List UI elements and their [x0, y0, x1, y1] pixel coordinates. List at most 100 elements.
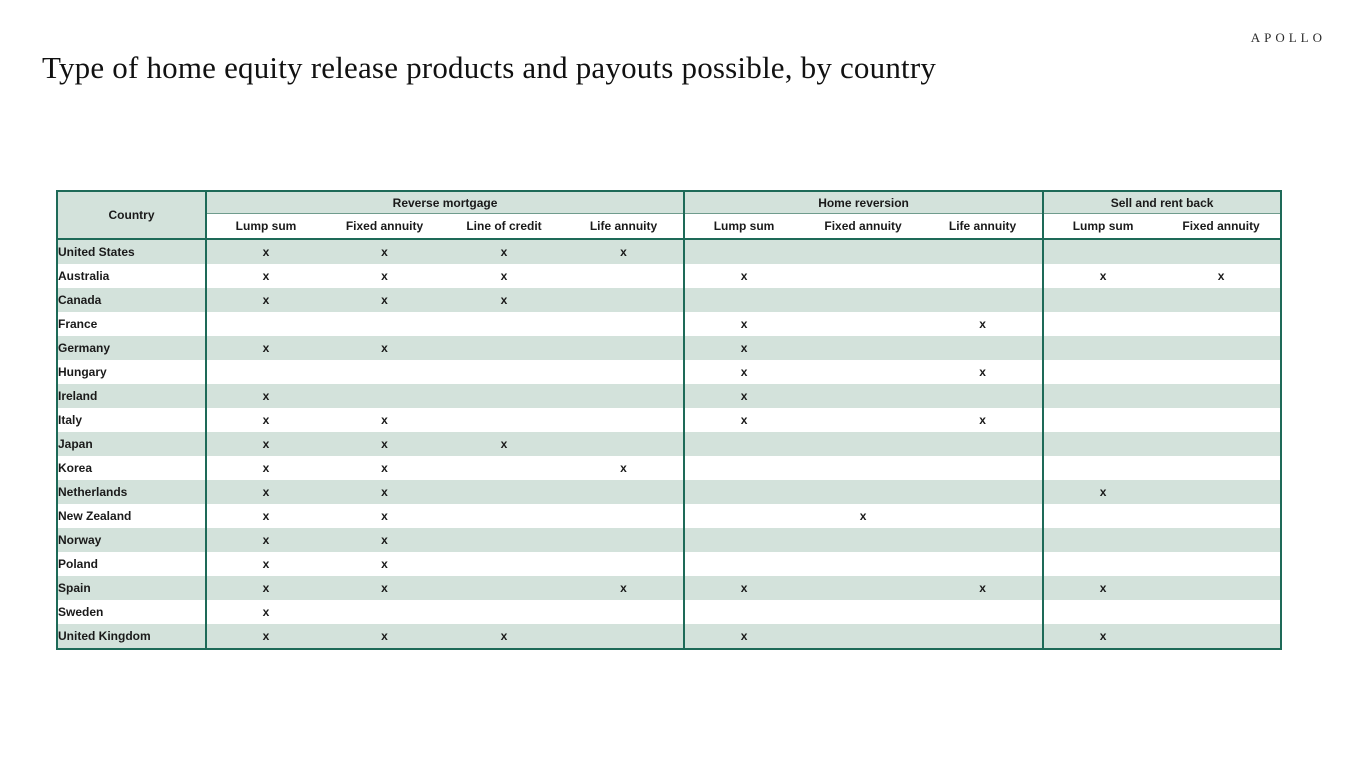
mark-cell: x: [205, 384, 325, 408]
group-header-sell-and-rent-back: Sell and rent back: [1042, 191, 1282, 214]
country-cell: Sweden: [58, 605, 104, 619]
mark-cell: x: [1042, 480, 1163, 504]
empty-cell: [325, 312, 444, 336]
table-row: Canada x x x: [57, 288, 1282, 312]
mark-cell: x: [683, 624, 804, 649]
empty-cell: [325, 384, 444, 408]
mark-cell: x: [381, 557, 388, 571]
country-cell: United Kingdom: [58, 629, 151, 643]
country-cell: Canada: [58, 293, 102, 307]
mark-cell: x: [205, 504, 325, 528]
empty-cell: [1162, 504, 1281, 528]
table-row: Australia x x x x x x: [57, 264, 1282, 288]
mark-cell: x: [205, 576, 325, 600]
empty-cell: [1042, 384, 1163, 408]
mark-cell: x: [381, 413, 388, 427]
empty-cell: [564, 336, 684, 360]
empty-cell: [923, 456, 1043, 480]
empty-cell: [444, 408, 564, 432]
table-row: New Zealand x x x: [57, 504, 1282, 528]
sub-header-hr-life-annuity: Life annuity: [923, 213, 1044, 240]
page-title: Type of home equity release products and…: [42, 50, 937, 85]
mark-cell: x: [381, 629, 388, 643]
country-cell: Germany: [58, 341, 111, 355]
empty-cell: [803, 264, 923, 288]
empty-cell: [1042, 432, 1163, 456]
table-row: Ireland x x: [57, 384, 1282, 408]
empty-cell: [803, 480, 923, 504]
mark-cell: x: [1042, 624, 1163, 649]
mark-cell: x: [500, 293, 508, 307]
mark-cell: x: [683, 336, 804, 360]
empty-cell: [1162, 456, 1281, 480]
empty-cell: [1042, 456, 1163, 480]
mark-cell: x: [205, 408, 325, 432]
table-row: France x x: [57, 312, 1282, 336]
empty-cell: [444, 360, 564, 384]
empty-cell: [803, 360, 923, 384]
table-body: United States x x x x Australia x x x x x x Canada x x…: [57, 239, 1282, 649]
mark-cell: x: [205, 600, 325, 624]
empty-cell: [564, 552, 684, 576]
sub-header-rm-life-annuity: Life annuity: [564, 213, 685, 240]
empty-cell: [564, 384, 684, 408]
mark-cell: x: [979, 413, 986, 427]
country-cell: Norway: [58, 533, 102, 547]
country-cell: Australia: [58, 269, 110, 283]
empty-cell: [1042, 288, 1163, 312]
mark-cell: x: [381, 293, 388, 307]
empty-cell: [803, 239, 923, 264]
empty-cell: [683, 480, 804, 504]
table-row: Italy x x x x: [57, 408, 1282, 432]
group-header-reverse-mortgage: Reverse mortgage: [204, 191, 685, 214]
empty-cell: [683, 504, 804, 528]
country-cell: Poland: [58, 557, 99, 571]
empty-cell: [803, 408, 923, 432]
mark-cell: x: [205, 456, 325, 480]
country-cell: Netherlands: [58, 485, 128, 499]
mark-cell: x: [683, 264, 804, 288]
mark-cell: x: [205, 480, 325, 504]
table-row: Korea x x x: [57, 456, 1282, 480]
mark-cell: x: [500, 437, 508, 451]
empty-cell: [444, 480, 564, 504]
empty-cell: [803, 624, 923, 649]
mark-cell: x: [500, 629, 508, 643]
mark-cell: x: [979, 317, 986, 331]
empty-cell: [1042, 600, 1163, 624]
empty-cell: [444, 552, 564, 576]
empty-cell: [803, 288, 923, 312]
empty-cell: [923, 600, 1043, 624]
sub-header-row: Lump sum Fixed annuity Line of credit Li…: [57, 213, 1282, 240]
mark-cell: x: [979, 365, 986, 379]
empty-cell: [564, 480, 684, 504]
empty-cell: [564, 288, 684, 312]
country-cell: Spain: [58, 581, 91, 595]
empty-cell: [803, 528, 923, 552]
table-row: Hungary x x: [57, 360, 1282, 384]
empty-cell: [923, 552, 1043, 576]
empty-cell: [564, 264, 684, 288]
empty-cell: [564, 360, 684, 384]
empty-cell: [683, 456, 804, 480]
empty-cell: [1162, 239, 1281, 264]
mark-cell: x: [500, 269, 508, 283]
empty-cell: [564, 528, 684, 552]
mark-cell: x: [381, 269, 388, 283]
empty-cell: [803, 312, 923, 336]
mark-cell: x: [620, 581, 627, 595]
empty-cell: [444, 384, 564, 408]
table-row: Germany x x x: [57, 336, 1282, 360]
mark-cell: x: [381, 461, 388, 475]
mark-cell: x: [683, 576, 804, 600]
country-cell: New Zealand: [58, 509, 132, 523]
empty-cell: [803, 336, 923, 360]
country-cell: France: [58, 317, 98, 331]
empty-cell: [1162, 600, 1281, 624]
mark-cell: x: [381, 581, 388, 595]
empty-cell: [803, 456, 923, 480]
empty-cell: [1162, 336, 1281, 360]
empty-cell: [1042, 239, 1163, 264]
sub-header-rm-lump-sum: Lump sum: [205, 213, 325, 240]
